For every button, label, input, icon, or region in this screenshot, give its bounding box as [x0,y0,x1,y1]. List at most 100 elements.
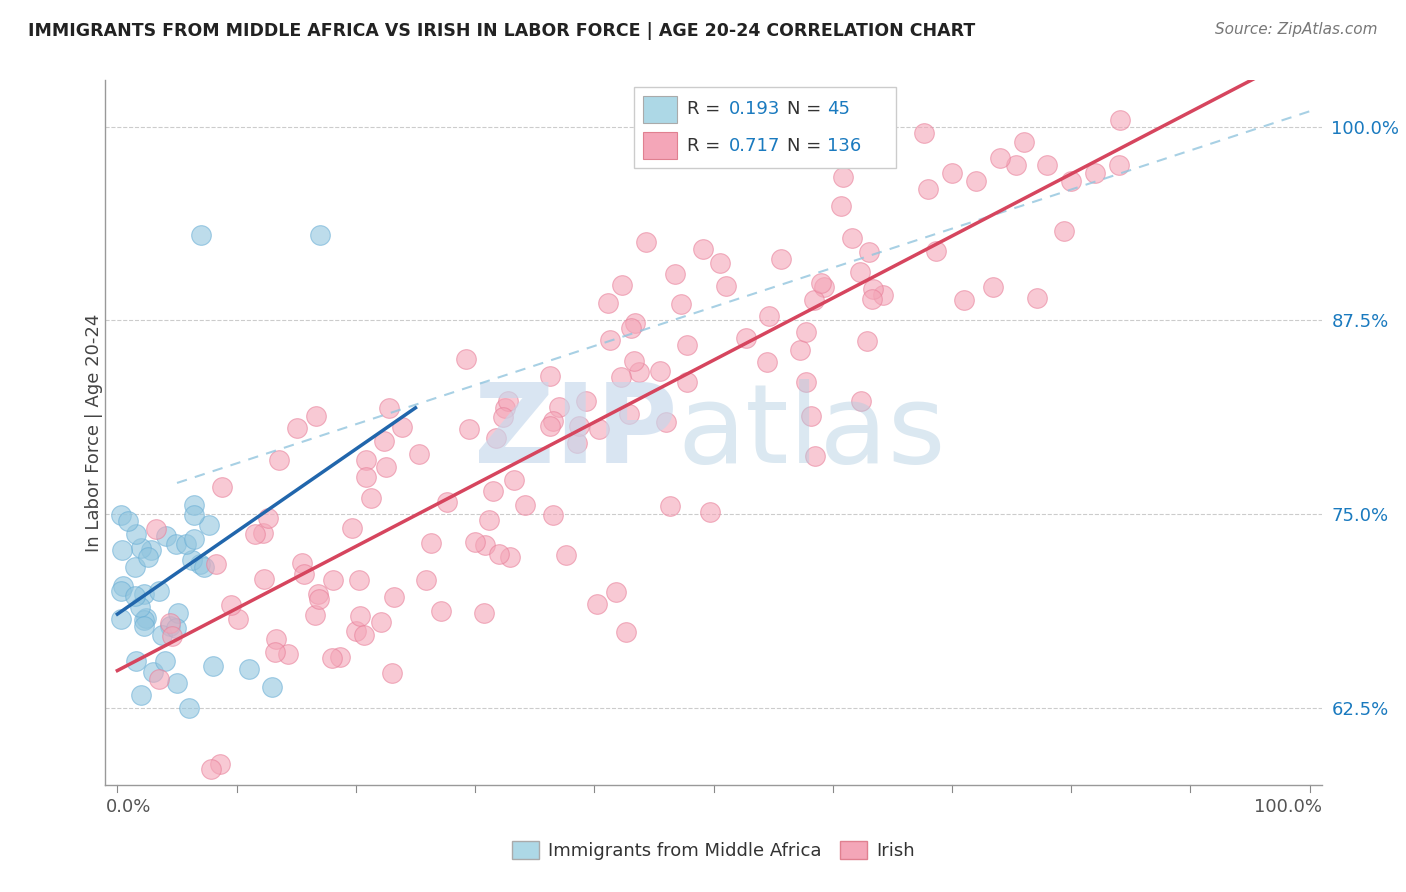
Point [610,278,633,293]
Point [538,419,561,434]
Point [1108,158,1130,172]
Point [110,612,132,626]
Point [378,401,401,415]
Point [129,599,152,614]
Point [965,174,987,188]
Point [373,434,395,448]
Text: ZIP: ZIP [474,379,678,486]
Point [872,288,894,302]
Text: 0.193: 0.193 [730,100,780,118]
Point [1025,291,1047,305]
Point [917,182,939,196]
Point [307,587,329,601]
Point [1060,174,1083,188]
Point [515,498,537,512]
Point [669,297,692,311]
Point [193,560,215,574]
Point [356,470,378,484]
Point [617,407,640,421]
Point [636,235,658,249]
Point [858,245,880,260]
Point [789,343,811,358]
Point [794,375,817,389]
Point [849,393,872,408]
Point [221,598,243,612]
Point [596,296,619,310]
Point [849,264,872,278]
FancyBboxPatch shape [634,87,896,169]
Point [429,605,451,619]
Point [585,597,607,611]
Point [1084,166,1107,180]
Point [266,632,288,647]
Point [605,584,627,599]
Point [211,480,233,494]
Point [134,587,156,601]
Point [623,354,645,368]
Point [655,415,678,429]
Point [627,365,650,379]
Point [159,616,181,631]
Point [166,675,188,690]
Point [165,622,187,636]
Point [478,512,501,526]
Point [925,244,948,258]
Point [181,552,204,566]
Point [124,590,146,604]
Point [675,338,697,352]
Point [344,624,367,639]
Point [454,351,477,366]
Point [588,422,610,436]
Point [129,688,152,702]
Point [124,526,146,541]
Point [135,611,157,625]
Point [117,515,139,529]
Point [912,126,935,140]
Point [321,650,343,665]
Point [277,647,299,661]
Point [474,606,496,620]
Point [110,583,132,598]
Point [292,566,315,581]
Point [756,355,779,369]
Point [309,228,332,243]
Point [208,757,231,772]
Point [142,665,165,679]
Text: R =: R = [686,100,725,118]
Point [575,393,598,408]
Point [125,654,148,668]
Text: 0.0%: 0.0% [105,798,150,816]
Point [150,628,173,642]
Point [264,645,287,659]
Point [1036,158,1059,172]
Point [699,505,721,519]
Point [862,282,884,296]
Point [568,419,591,434]
Point [988,151,1011,165]
Point [322,573,344,587]
Point [498,550,520,565]
Point [548,400,571,414]
Point [813,280,835,294]
Point [810,276,832,290]
Point [1109,112,1132,127]
FancyBboxPatch shape [643,132,678,159]
Point [370,615,392,630]
Point [360,491,382,505]
Point [664,267,686,281]
Point [190,228,212,243]
Point [162,629,184,643]
Point [124,559,146,574]
Point [804,449,827,463]
Point [177,700,200,714]
Text: IMMIGRANTS FROM MIDDLE AFRICA VS IRISH IN LABOR FORCE | AGE 20-24 CORRELATION CH: IMMIGRANTS FROM MIDDLE AFRICA VS IRISH I… [28,22,976,40]
Legend: Immigrants from Middle Africa, Irish: Immigrants from Middle Africa, Irish [505,834,922,868]
Point [167,606,190,620]
Point [769,252,792,266]
Point [709,256,731,270]
Point [132,613,155,627]
Point [609,369,631,384]
Point [758,309,780,323]
Text: N =: N = [786,136,827,155]
Text: 100.0%: 100.0% [1254,798,1322,816]
